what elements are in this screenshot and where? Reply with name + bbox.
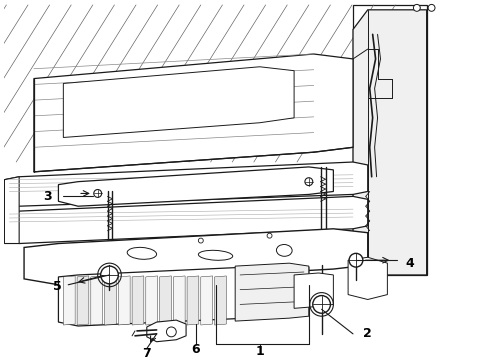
Circle shape xyxy=(428,4,435,11)
Text: 1: 1 xyxy=(255,345,264,358)
Polygon shape xyxy=(4,197,368,243)
Circle shape xyxy=(100,266,118,284)
Polygon shape xyxy=(4,162,368,206)
Circle shape xyxy=(414,4,420,11)
Polygon shape xyxy=(77,276,89,325)
Polygon shape xyxy=(4,177,19,243)
Circle shape xyxy=(349,253,363,267)
Polygon shape xyxy=(353,10,427,275)
Polygon shape xyxy=(24,229,367,285)
Polygon shape xyxy=(132,276,144,325)
Polygon shape xyxy=(147,320,186,342)
Ellipse shape xyxy=(276,244,292,256)
Polygon shape xyxy=(160,276,172,325)
Circle shape xyxy=(198,238,203,243)
Polygon shape xyxy=(146,276,158,325)
Polygon shape xyxy=(353,5,427,275)
Text: 2: 2 xyxy=(363,327,371,340)
Polygon shape xyxy=(348,257,388,300)
Circle shape xyxy=(167,327,176,337)
Polygon shape xyxy=(215,276,226,325)
Text: 3: 3 xyxy=(43,190,51,203)
Circle shape xyxy=(313,296,330,313)
Polygon shape xyxy=(34,54,353,172)
Text: 6: 6 xyxy=(192,343,200,356)
Polygon shape xyxy=(187,276,199,325)
Polygon shape xyxy=(58,167,333,206)
Circle shape xyxy=(94,189,101,197)
Text: 5: 5 xyxy=(52,280,61,293)
Polygon shape xyxy=(104,276,116,325)
Polygon shape xyxy=(173,276,185,325)
Ellipse shape xyxy=(127,247,157,259)
Circle shape xyxy=(267,233,272,238)
Polygon shape xyxy=(91,276,102,325)
Polygon shape xyxy=(118,276,130,325)
Text: 4: 4 xyxy=(405,257,414,270)
Polygon shape xyxy=(294,273,333,308)
Polygon shape xyxy=(235,263,309,321)
Ellipse shape xyxy=(198,250,233,260)
Polygon shape xyxy=(63,67,294,138)
Polygon shape xyxy=(201,276,213,325)
Polygon shape xyxy=(63,276,75,325)
Text: 7: 7 xyxy=(143,347,151,360)
Polygon shape xyxy=(58,265,309,326)
Circle shape xyxy=(305,178,313,186)
